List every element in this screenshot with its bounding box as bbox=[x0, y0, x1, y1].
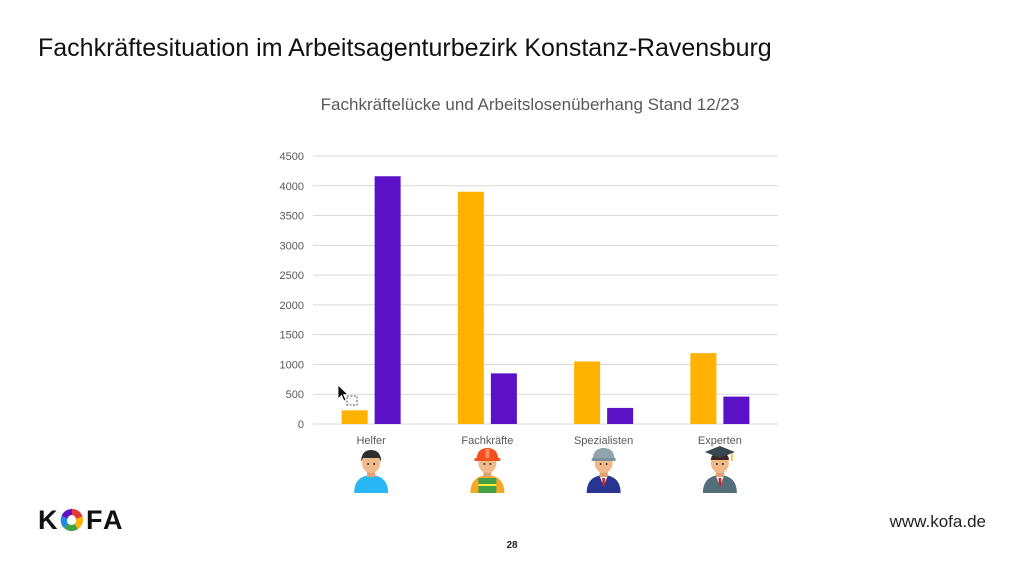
expert-graduate-icon bbox=[702, 446, 737, 493]
kofa-logo: K F A bbox=[38, 505, 123, 535]
bar-experten-series-1 bbox=[690, 353, 717, 424]
logo-letter-k: K bbox=[38, 504, 58, 535]
x-axis-labels: Helfer Fachkräfte Spezialisten Experten bbox=[356, 435, 741, 447]
y-tick-label: 1500 bbox=[280, 330, 304, 342]
chart-title: Fachkräftelücke und Arbeitslosenüberhang… bbox=[320, 95, 740, 114]
craftsman-hardhat-icon bbox=[470, 448, 505, 493]
specialist-helmet-icon bbox=[586, 448, 621, 493]
x-tick-label: Fachkräfte bbox=[461, 435, 513, 447]
x-tick-label: Experten bbox=[698, 435, 742, 447]
y-tick-label: 0 bbox=[298, 419, 304, 431]
y-tick-label: 3500 bbox=[280, 211, 304, 223]
logo-letter-a: A bbox=[103, 504, 123, 535]
bars bbox=[341, 176, 750, 424]
x-tick-label: Helfer bbox=[356, 435, 386, 447]
page-number: 28 bbox=[506, 540, 518, 551]
y-tick-label: 2000 bbox=[280, 300, 304, 312]
x-tick-label: Spezialisten bbox=[574, 435, 633, 447]
helper-person-icon bbox=[354, 450, 389, 493]
bar-helfer-series-2 bbox=[374, 176, 401, 424]
slide-title: Fachkräftesituation im Arbeitsagenturbez… bbox=[38, 34, 772, 62]
bar-fachkräfte-series-1 bbox=[457, 191, 484, 424]
bar-experten-series-2 bbox=[723, 396, 750, 424]
website-url: www.kofa.de bbox=[889, 512, 986, 531]
mouse-cursor-icon bbox=[337, 384, 358, 406]
bar-spezialisten-series-1 bbox=[574, 361, 601, 424]
logo-aperture-icon bbox=[60, 508, 84, 532]
bar-spezialisten-series-2 bbox=[607, 407, 634, 424]
y-tick-label: 4000 bbox=[280, 181, 304, 193]
y-tick-label: 3000 bbox=[280, 240, 304, 252]
logo-letter-f: F bbox=[86, 504, 103, 535]
bar-fachkräfte-series-2 bbox=[490, 373, 517, 424]
y-tick-label: 4500 bbox=[280, 151, 304, 163]
y-tick-label: 500 bbox=[286, 389, 304, 401]
y-tick-label: 2500 bbox=[280, 270, 304, 282]
bar-helfer-series-1 bbox=[341, 410, 368, 424]
y-tick-label: 1000 bbox=[280, 359, 304, 371]
y-axis-ticks: 0 500 1000 1500 2000 2500 3000 3500 4000 4500 bbox=[280, 151, 304, 431]
category-icons bbox=[354, 446, 737, 493]
